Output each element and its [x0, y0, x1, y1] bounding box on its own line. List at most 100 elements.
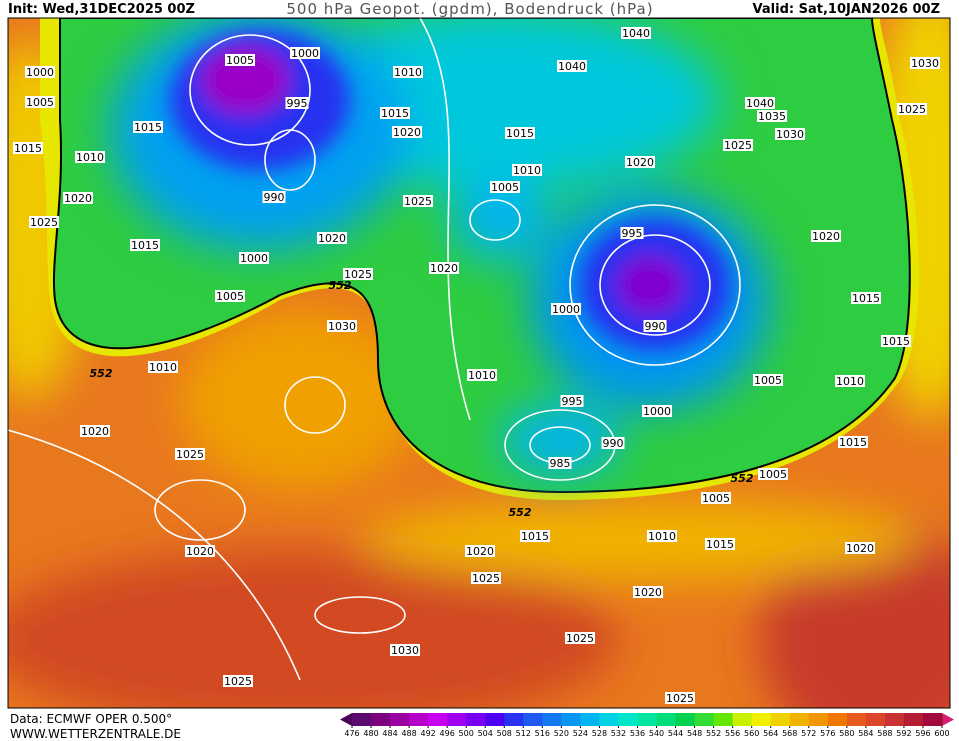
- legend-swatch: [447, 713, 467, 726]
- isobar-label-box: [565, 632, 595, 644]
- legend-label: 500: [459, 729, 474, 738]
- isobar-label-box: [133, 121, 163, 133]
- legend-swatch: [694, 713, 715, 726]
- isobar-label: 1005: [26, 96, 54, 109]
- legend-label: 544: [668, 729, 683, 738]
- isobar-label: 1005: [226, 54, 254, 67]
- legend-label: 488: [401, 729, 416, 738]
- legend-label: 576: [820, 729, 835, 738]
- isobar-label: 1030: [911, 57, 939, 70]
- isobar-label-box: [148, 361, 178, 373]
- isobar-label-box: [548, 457, 572, 469]
- isobar-label-box: [175, 448, 205, 460]
- isobars: [8, 18, 741, 681]
- isobar-label: 1040: [622, 27, 650, 40]
- legend-label: 548: [687, 729, 702, 738]
- isobar-label: 1040: [746, 97, 774, 110]
- legend-label: 552: [706, 729, 721, 738]
- isobar-label-box: [601, 437, 625, 449]
- isobar-label-box: [701, 492, 731, 504]
- website: WWW.WETTERZENTRALE.DE: [10, 727, 181, 741]
- isobar-label: 1005: [491, 181, 519, 194]
- isobar-label: 1000: [643, 405, 671, 418]
- legend-swatch: [580, 713, 600, 726]
- isobar-label: 1010: [468, 369, 496, 382]
- legend-label: 584: [858, 729, 873, 738]
- isobar-label: 1020: [846, 542, 874, 555]
- map-labels: 1000 1005 1015 1025 1020 1010 1015 1015 1005 1000…: [13, 27, 940, 705]
- map-frame: [7, 17, 951, 709]
- isobar-label-box: [29, 216, 59, 228]
- isobar-label-box: [317, 232, 347, 244]
- isobar-label-box: [75, 151, 105, 163]
- isobar-label: 1015: [134, 121, 162, 134]
- legend-swatch: [466, 713, 486, 726]
- isobar-label: 1015: [14, 142, 42, 155]
- isobar-label-box: [13, 142, 43, 154]
- isobar-label-box: [910, 57, 940, 69]
- legend-swatch: [884, 713, 905, 726]
- isobar-label-box: [403, 195, 433, 207]
- isobar-label-box: [471, 572, 501, 584]
- legend-label: 536: [630, 729, 645, 738]
- legend-swatch: [770, 713, 791, 726]
- legend-label: 600: [934, 729, 949, 738]
- isobar-label-box: [80, 425, 110, 437]
- map-title: 500 hPa Geopot. (gpdm), Bodendruck (hPa): [286, 0, 653, 18]
- isobar-label-box: [838, 436, 868, 448]
- isobar-label-box: [429, 262, 459, 274]
- isobar-label-box: [642, 405, 672, 417]
- isobar-label-box: [390, 644, 420, 656]
- legend-label: 476: [344, 729, 359, 738]
- isobar-label: 1020: [626, 156, 654, 169]
- isobar-label: 1010: [836, 375, 864, 388]
- isobar-label: 1025: [176, 448, 204, 461]
- isobar-label-box: [520, 530, 550, 542]
- isobar-label-box: [753, 374, 783, 386]
- isobar-label-box: [490, 181, 520, 193]
- isobar-label-box: [223, 675, 253, 687]
- isobar-label: 995: [562, 395, 583, 408]
- legend-swatch: [390, 713, 410, 726]
- isobar-label: 1020: [186, 545, 214, 558]
- isobar-label-box: [285, 97, 309, 109]
- isobar-label-box: [560, 395, 584, 407]
- isobar-label-box: [63, 192, 93, 204]
- legend-swatch: [675, 713, 696, 726]
- isobar-label-box: [811, 230, 841, 242]
- isobar-label: 1025: [344, 268, 372, 281]
- isobar-label-box: [465, 545, 495, 557]
- isobar-label-box: [845, 542, 875, 554]
- legend-label: 560: [744, 729, 759, 738]
- isobar-label: 990: [603, 437, 624, 450]
- legend-label: 492: [420, 729, 435, 738]
- isobar-label: 1005: [754, 374, 782, 387]
- legend-label: 524: [573, 729, 588, 738]
- isobar-label: 1005: [702, 492, 730, 505]
- legend-label: 504: [478, 729, 493, 738]
- isobar-label: 1015: [706, 538, 734, 551]
- isobar-label-box: [380, 107, 410, 119]
- isobar-label: 1025: [566, 632, 594, 645]
- isobar-label: 1020: [393, 126, 421, 139]
- legend-swatch: [656, 713, 677, 726]
- legend-swatch: [599, 713, 619, 726]
- legend-label: 532: [611, 729, 626, 738]
- isobar-label-box: [621, 27, 651, 39]
- isobar-label: 1030: [391, 644, 419, 657]
- isobar-label-box: [620, 227, 644, 239]
- legend-swatch: [561, 713, 581, 726]
- legend-swatch: [504, 713, 524, 726]
- isobar-label: 1025: [224, 675, 252, 688]
- height-label: 552: [329, 279, 352, 292]
- legend-arrow-right: [942, 713, 954, 726]
- isobar-label: 1040: [558, 60, 586, 73]
- isobar-label: 995: [622, 227, 643, 240]
- isobar-label: 1020: [634, 586, 662, 599]
- legend-swatch: [409, 713, 429, 726]
- isobar-label-box: [505, 127, 535, 139]
- isobar-label-box: [775, 128, 805, 140]
- isobar-label: 985: [550, 457, 571, 470]
- legend-label: 520: [554, 729, 569, 738]
